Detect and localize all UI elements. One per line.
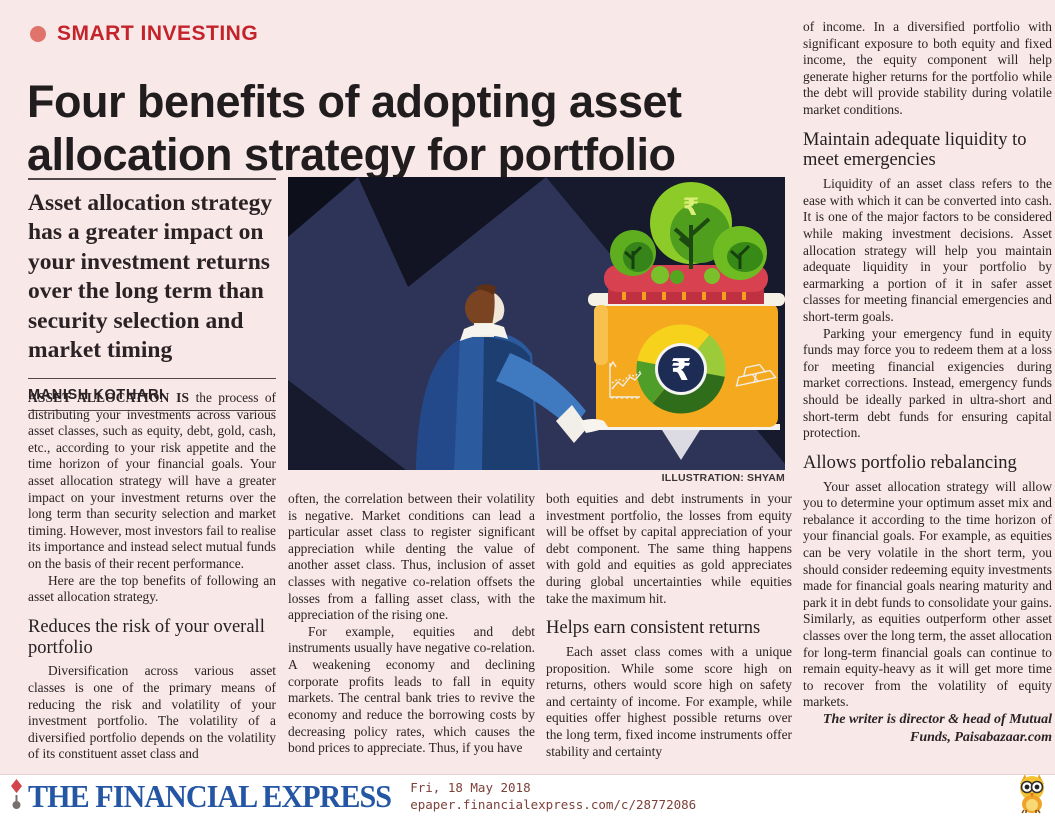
standfirst: Asset allocation strategy has a greater … — [28, 190, 273, 363]
article-paragraph: Here are the top benefits of following a… — [28, 572, 276, 605]
article-column-1: ASSET ALLOCATION IS the process of distr… — [28, 390, 276, 763]
section-heading: Helps earn consistent returns — [546, 618, 761, 639]
article-paragraph: Diversification across various asset cla… — [28, 663, 276, 762]
section-heading: Maintain adequate liquidity to meet emer… — [803, 129, 1027, 171]
article-paragraph: often, the correlation between their vol… — [288, 491, 535, 623]
allocation-pie-chart: ₹ — [636, 324, 726, 414]
article-paragraph: Liquidity of an asset class refers to th… — [803, 176, 1052, 324]
section-heading: Allows portfolio rebalancing — [803, 452, 1017, 473]
illustration-graphic: ₹ ₹ — [288, 177, 785, 470]
svg-text:₹: ₹ — [683, 193, 700, 221]
kicker: SMART INVESTING — [30, 22, 258, 46]
article-paragraph: of income. In a diversified portfolio wi… — [803, 19, 1052, 118]
investor-figure — [416, 284, 608, 470]
paragraph-text: the process of distributing your investm… — [28, 390, 276, 572]
article-paragraph: Parking your emergency fund in equity fu… — [803, 325, 1052, 441]
article-paragraph: both equities and debt instruments in yo… — [546, 491, 792, 606]
divider — [28, 378, 276, 380]
byline: MANISH KOTHARI — [28, 387, 164, 404]
owl-mascot-icon — [1014, 774, 1050, 818]
divider — [28, 410, 276, 412]
epaper-url: epaper.financialexpress.com/c/28772086 — [410, 796, 697, 812]
kicker-label: SMART INVESTING — [57, 22, 259, 45]
svg-text:₹: ₹ — [671, 353, 692, 388]
illustration-caption: ILLUSTRATION: SHYAM — [661, 472, 785, 484]
article-paragraph: ASSET ALLOCATION IS the process of distr… — [28, 390, 276, 573]
publication-date: Fri, 18 May 2018 — [410, 779, 531, 795]
financial-express-logo-icon — [9, 778, 24, 815]
article-column-3: both equities and debt instruments in yo… — [546, 491, 792, 760]
divider — [28, 178, 276, 180]
money-trees: ₹ — [610, 182, 767, 284]
article-column-4: of income. In a diversified portfolio wi… — [803, 19, 1052, 747]
page-title: Four benefits of adopting asset allocati… — [27, 76, 682, 180]
article-paragraph: Your asset allocation strategy will allo… — [803, 478, 1052, 710]
footer-bar: THE FINANCIAL EXPRESS Fri, 18 May 2018 e… — [0, 774, 1055, 818]
author-credit: The writer is director & head of Mutual … — [822, 712, 1052, 746]
lead-in: ASSET ALLOCATION IS — [28, 390, 190, 405]
article-paragraph: For example, equities and debt instrumen… — [288, 623, 535, 756]
standfirst-block: Asset allocation strategy has a greater … — [28, 178, 276, 412]
masthead-title: THE FINANCIAL EXPRESS — [28, 778, 392, 814]
article-paragraph: Each asset class comes with a unique pro… — [546, 643, 792, 759]
article-column-2: often, the correlation between their vol… — [288, 491, 535, 757]
article-illustration: ₹ ₹ — [288, 177, 785, 470]
gold-bars-doodle — [735, 363, 777, 387]
footer-meta: Fri, 18 May 2018 epaper.financialexpress… — [410, 780, 696, 814]
bullet-dot-icon — [30, 26, 46, 42]
growth-chart-doodle — [609, 360, 642, 399]
section-heading: Reduces the risk of your overall portfol… — [28, 616, 265, 658]
